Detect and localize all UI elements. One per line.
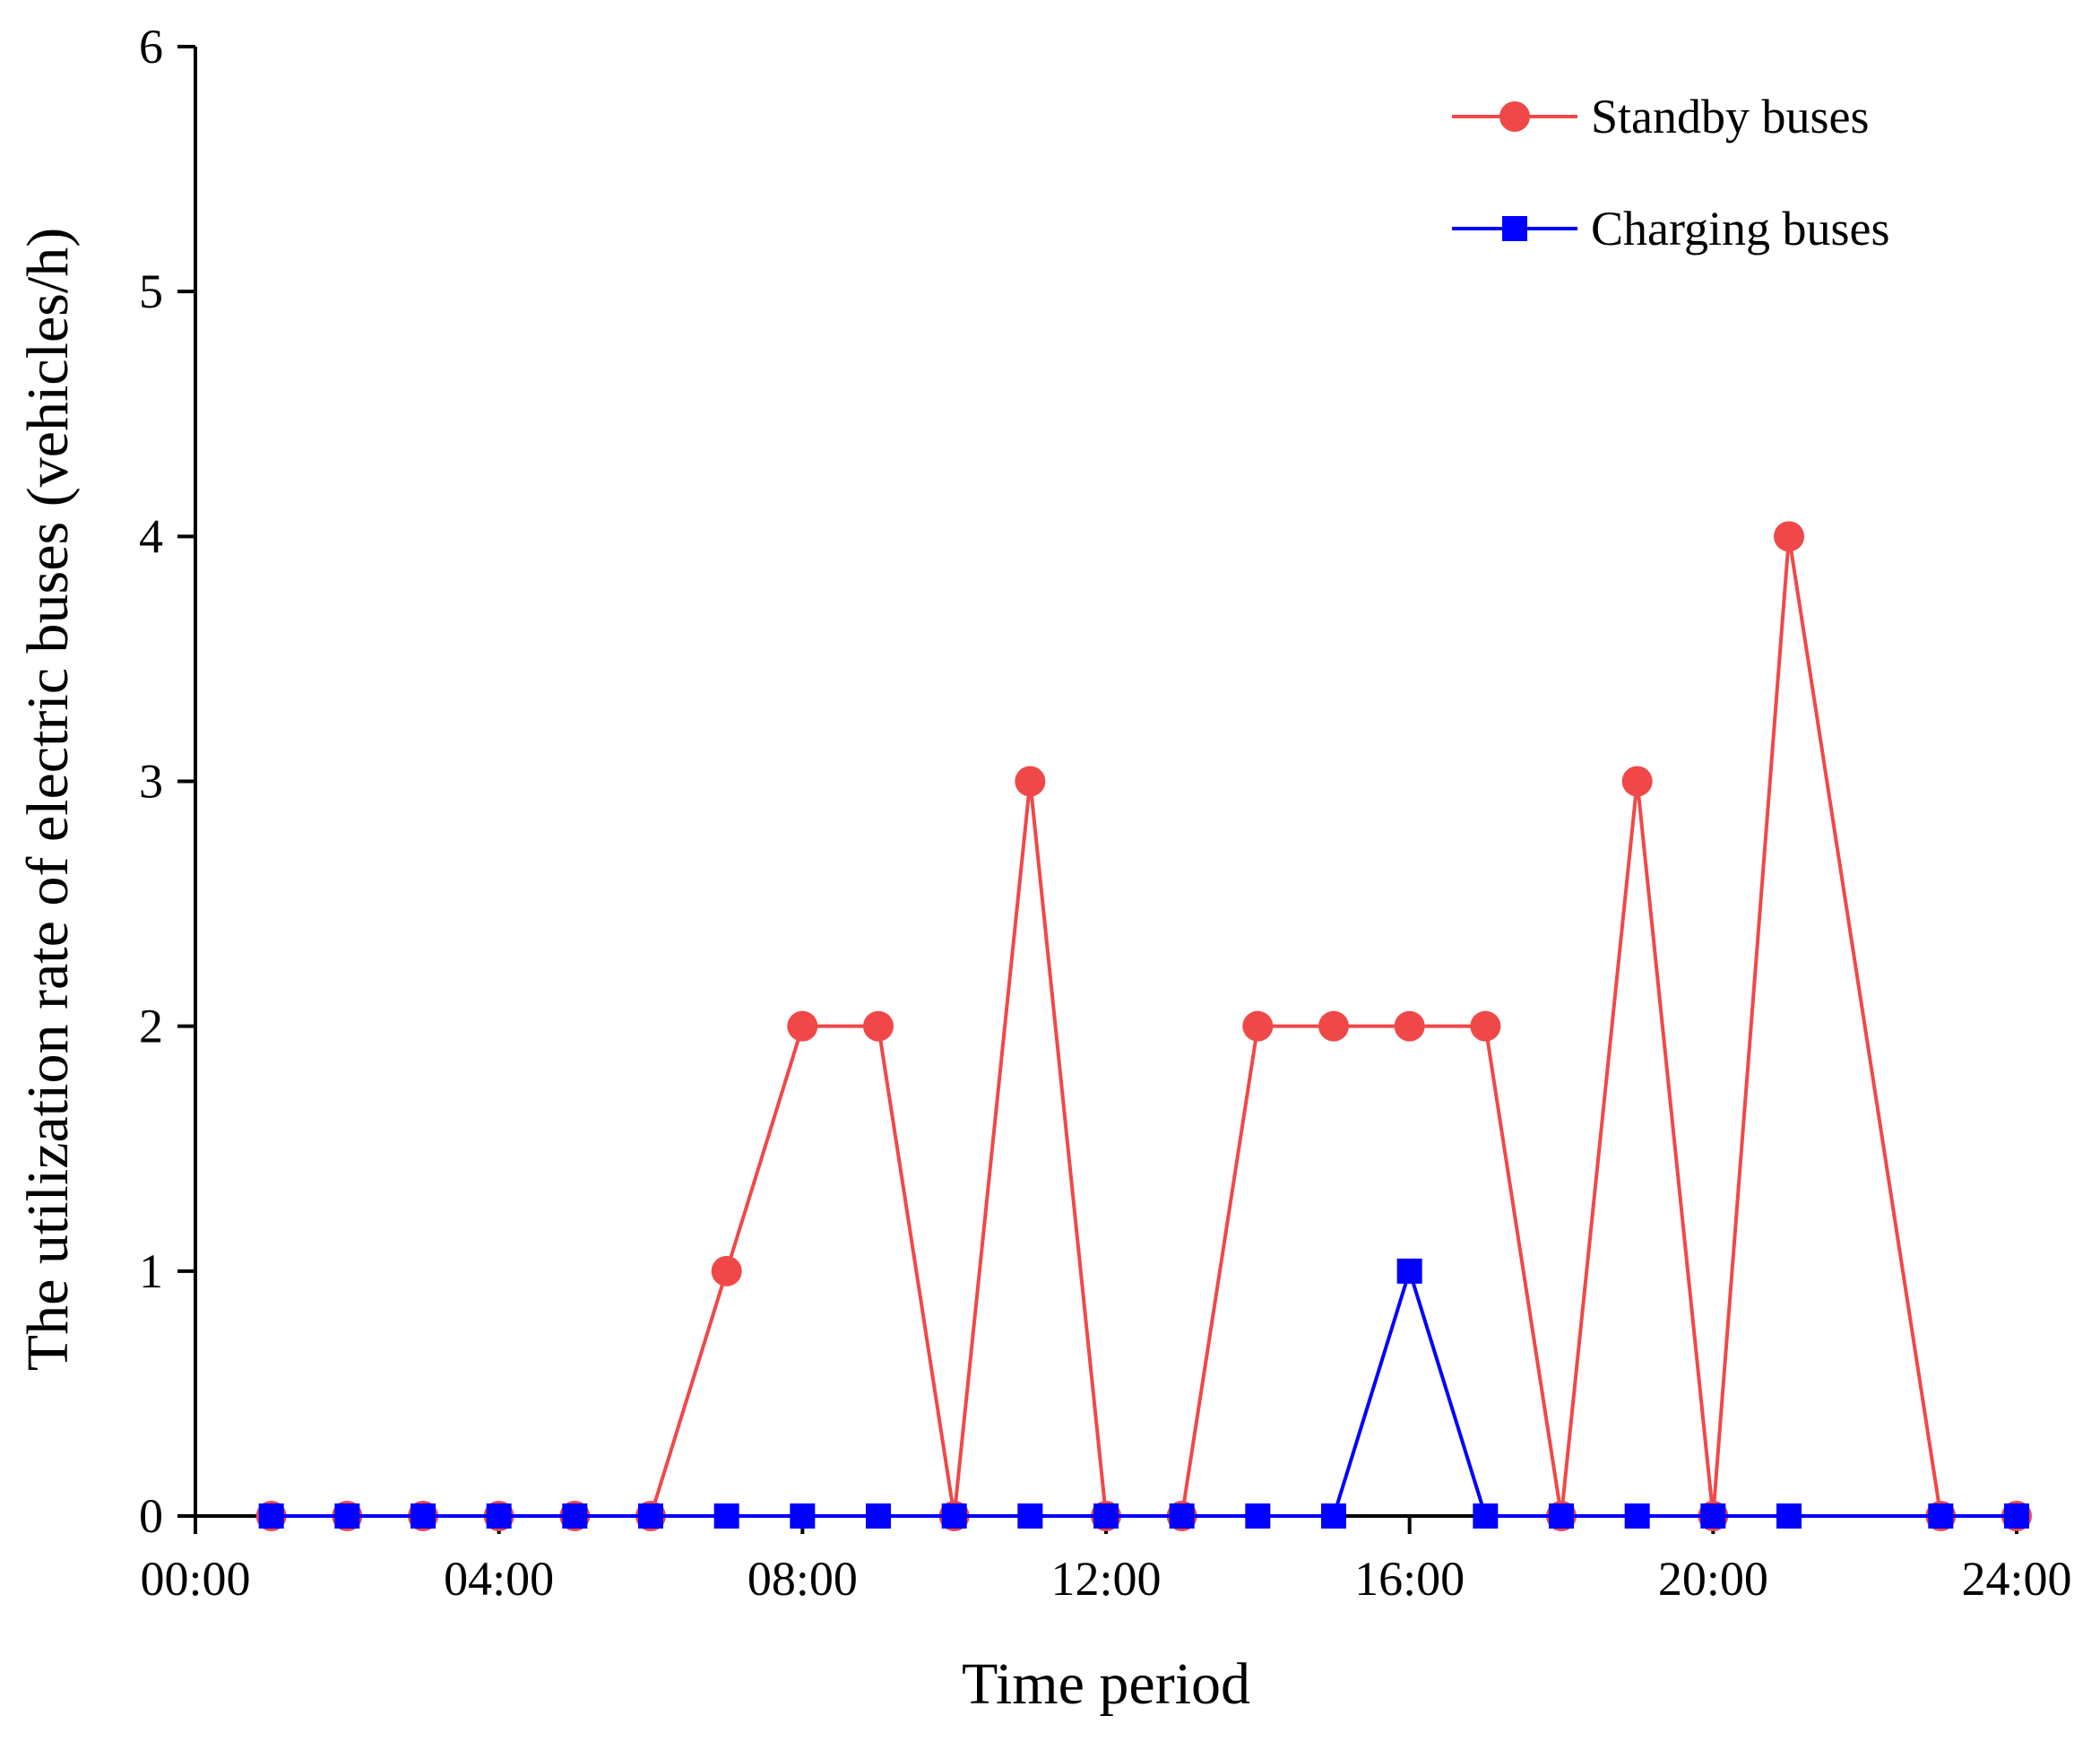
data-point-charging-buses [1169,1503,1195,1529]
x-tick-label: 16:00 [1354,1552,1465,1606]
x-tick-label: 24:00 [1961,1552,2071,1606]
y-axis-title: The utilization rate of electric buses (… [15,228,81,1371]
y-tick-label: 3 [139,755,163,809]
y-tick-label: 6 [139,20,163,74]
x-tick-label: 08:00 [748,1552,858,1606]
data-point-standby-buses [1621,766,1653,797]
axes: 0 1 2 3 4 5 6 00:00 04:00 08:00 12:00 16:00 20:00 24… [139,20,2072,1606]
data-point-charging-buses [1017,1503,1043,1529]
x-tick-label: 00:00 [140,1552,250,1606]
series-charging-buses [258,1258,2029,1529]
data-point-charging-buses [866,1503,891,1529]
data-point-charging-buses [1321,1503,1346,1529]
data-point-charging-buses [1928,1503,1954,1529]
data-point-standby-buses [1774,521,1804,552]
data-point-charging-buses [562,1503,588,1529]
data-point-standby-buses [711,1255,742,1287]
data-point-standby-buses [1394,1010,1425,1042]
data-point-standby-buses [1318,1010,1349,1042]
x-tick-label: 04:00 [444,1552,554,1606]
data-point-charging-buses [258,1503,284,1529]
y-tick-label: 0 [139,1489,163,1543]
data-point-charging-buses [1549,1503,1574,1529]
series-group [255,521,2032,1531]
x-axis-ticks: 00:00 04:00 08:00 12:00 16:00 20:00 24:00 [140,1516,2072,1606]
data-point-charging-buses [1776,1503,1802,1529]
data-point-standby-buses [787,1010,818,1042]
data-point-charging-buses [410,1503,436,1529]
series-standby-buses [255,521,2032,1531]
y-axis-ticks: 0 1 2 3 4 5 6 [139,20,195,1543]
y-tick-label: 4 [139,509,163,563]
legend-item-charging-buses: Charging buses [1452,202,1890,256]
legend: Standby buses Charging buses [1452,90,1890,256]
data-point-standby-buses [1015,766,1046,797]
legend-item-standby-buses: Standby buses [1452,90,1870,143]
legend-label: Charging buses [1591,202,1890,256]
legend-marker [1499,101,1530,132]
data-point-charging-buses [713,1503,739,1529]
data-point-standby-buses [1242,1010,1274,1042]
series-line-standby-buses [271,536,2017,1518]
legend-label: Standby buses [1591,90,1870,143]
x-tick-label: 20:00 [1658,1552,1768,1606]
data-point-charging-buses [2004,1503,2029,1529]
data-point-charging-buses [941,1503,967,1529]
data-point-charging-buses [334,1503,360,1529]
x-tick-label: 12:00 [1050,1552,1161,1606]
data-point-charging-buses [1700,1503,1726,1529]
y-tick-label: 5 [139,264,163,318]
data-point-charging-buses [1245,1503,1271,1529]
y-tick-label: 2 [139,1000,163,1053]
data-point-charging-buses [486,1503,512,1529]
data-point-charging-buses [1396,1258,1422,1284]
data-point-charging-buses [1093,1503,1119,1529]
series-line-charging-buses [271,1265,2017,1518]
y-tick-label: 1 [139,1244,163,1298]
data-point-charging-buses [638,1503,663,1529]
data-point-standby-buses [1470,1010,1501,1042]
data-point-charging-buses [1473,1503,1499,1529]
data-point-charging-buses [790,1503,816,1529]
legend-marker [1502,216,1527,241]
x-axis-title: Time period [962,1651,1250,1717]
data-point-standby-buses [863,1010,894,1042]
data-point-charging-buses [1624,1503,1650,1529]
